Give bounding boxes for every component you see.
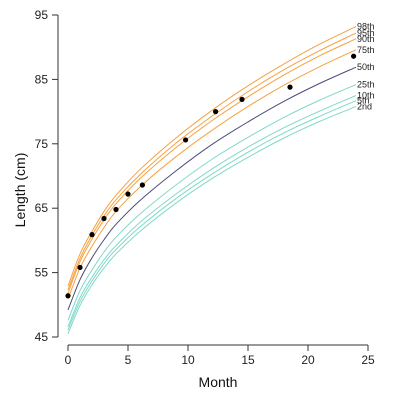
percentile-label-75th: 75th — [357, 45, 375, 55]
measurement-point — [101, 215, 107, 222]
measurement-point — [183, 137, 189, 143]
percentile-curve-10th — [67, 95, 357, 327]
percentile-curve-75th — [67, 49, 357, 300]
y-tick-label: 65 — [35, 201, 49, 215]
percentile-curve-95th — [67, 32, 357, 291]
percentile-curve-98th — [67, 26, 357, 287]
percentile-curve-2nd — [67, 105, 357, 334]
percentile-label-98th: 98th — [357, 22, 375, 32]
percentile-label-25th: 25th — [357, 80, 375, 90]
percentile-label-90th: 90th — [357, 34, 375, 44]
y-tick-label: 45 — [35, 330, 49, 344]
y-tick-label: 55 — [35, 266, 49, 280]
measurement-point — [65, 293, 71, 299]
measurement-point — [77, 264, 83, 271]
x-tick-label: 0 — [65, 353, 72, 367]
x-tick-label: 5 — [125, 353, 132, 367]
measurement-point — [89, 232, 95, 238]
measurement-point — [213, 109, 219, 115]
axes: 0 5 10 15 20 25 45 55 65 75 85 95 — [35, 8, 375, 367]
x-tick-label: 10 — [181, 353, 195, 367]
y-axis-title: Length (cm) — [12, 153, 28, 228]
x-tick-label: 20 — [301, 353, 315, 367]
measurement-point — [287, 84, 293, 90]
measurement-point — [239, 96, 245, 102]
y-tick-label: 95 — [35, 8, 49, 22]
percentile-label-50th: 50th — [357, 62, 375, 72]
measurement-point — [113, 206, 119, 213]
measurement-point — [125, 191, 131, 197]
percentile-label-10th: 10th — [357, 91, 375, 101]
measurement-point — [351, 53, 357, 59]
percentile-label-5th: 5th — [357, 96, 370, 106]
percentile-curves — [67, 26, 357, 334]
percentile-curve-5th — [67, 100, 357, 331]
x-axis-title: Month — [199, 374, 238, 390]
percentile-curve-50th — [67, 66, 357, 311]
percentile-label-2nd: 2nd — [357, 101, 372, 111]
measurement-points — [65, 53, 357, 299]
percentile-label-95th: 95th — [357, 28, 375, 38]
measurement-point — [139, 182, 145, 188]
x-tick-label: 25 — [361, 353, 375, 367]
percentile-curve-25th — [67, 84, 357, 321]
x-tick-label: 15 — [241, 353, 255, 367]
y-tick-label: 75 — [35, 137, 49, 151]
percentile-curve-90th — [67, 38, 357, 294]
y-tick-label: 85 — [35, 72, 49, 86]
